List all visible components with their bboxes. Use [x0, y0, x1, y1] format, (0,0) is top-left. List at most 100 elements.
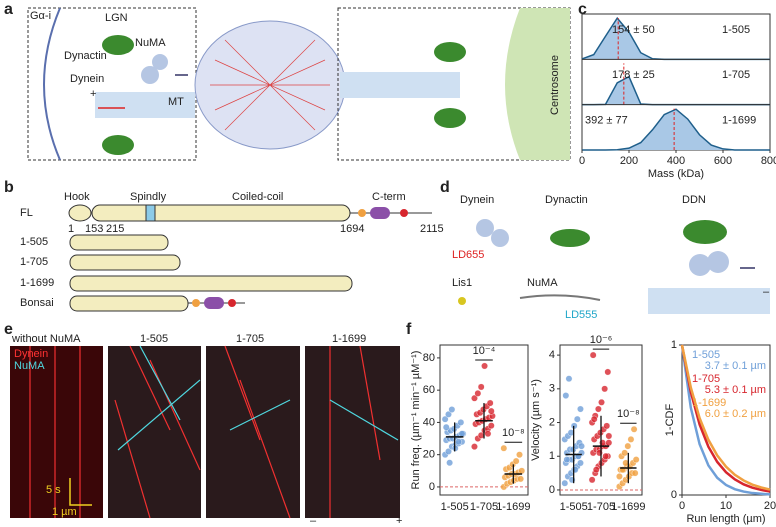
kymo-title: 1-1699 [332, 333, 366, 345]
data-point [573, 415, 581, 423]
data-point [602, 452, 610, 460]
residue: 1 [68, 223, 74, 235]
y-tick-label: 0 [549, 484, 555, 496]
x-tick-label: 200 [620, 155, 638, 167]
dynactin [550, 229, 590, 247]
label: Dynactin [545, 194, 588, 206]
x-tick-label: 600 [714, 155, 732, 167]
label: + [396, 515, 402, 527]
data-point [500, 444, 508, 452]
data-point [594, 405, 602, 413]
microtubule [95, 92, 195, 118]
label: Dynein [70, 73, 104, 85]
y-axis-label: Run freq. (µm⁻¹ min⁻¹ µM⁻¹) [410, 351, 422, 490]
label: – [310, 515, 317, 527]
label: Coiled-coil [232, 191, 283, 203]
label: DDN [682, 194, 706, 206]
dynein [152, 54, 168, 70]
y-tick-label: 0 [671, 489, 677, 501]
label: 1 µm [52, 506, 77, 518]
data-point [598, 398, 605, 406]
data-point [471, 443, 478, 451]
data-point [565, 375, 573, 383]
data-point [577, 459, 584, 467]
data-point [621, 449, 629, 457]
residue: 153 [85, 223, 103, 235]
label: Dynein [460, 194, 494, 206]
data-point [445, 448, 452, 455]
axes-box [439, 344, 529, 496]
label: + [90, 88, 96, 100]
centrosome [505, 8, 570, 160]
y-tick-label: 60 [423, 384, 435, 396]
label: LD655 [452, 249, 484, 261]
residue: 215 [106, 223, 124, 235]
label: FL [20, 207, 33, 219]
microtubule [340, 72, 460, 98]
label: Hook [64, 191, 90, 203]
label: MT [168, 96, 184, 108]
cdf-line [680, 344, 771, 493]
x-tick-label: 1-705 [470, 501, 498, 513]
data-point [562, 392, 570, 399]
kymo-title: 1-705 [236, 333, 264, 345]
data-point [477, 383, 485, 391]
data-point [517, 475, 525, 483]
dynactin [102, 35, 134, 55]
panel-b: b Hook Spindly Coiled-coil C-term FL 1 1… [4, 179, 444, 312]
label: Gα-i [30, 10, 51, 22]
data-point [624, 442, 632, 450]
construct [69, 295, 189, 312]
y-tick-label: 1 [671, 339, 677, 351]
microtubule [648, 288, 770, 314]
residue: 2115 [420, 223, 444, 235]
label: LGN [105, 12, 128, 24]
kymograph [206, 346, 300, 518]
x-tick-label: 10 [720, 500, 732, 512]
data-point [442, 423, 450, 431]
data-point [441, 415, 449, 423]
dynein [689, 254, 711, 276]
panel-label: e [4, 321, 13, 338]
label: 1-1699 [20, 277, 54, 289]
y-tick-label: 1 [549, 450, 555, 462]
x-tick-label: 1-1699 [611, 501, 645, 513]
data-point [457, 419, 465, 426]
data-point [487, 407, 495, 415]
label: NuMA [135, 37, 166, 49]
y-tick-label: 20 [423, 449, 435, 461]
legend-label: 1-1699 [692, 397, 726, 409]
y-tick-label: 80 [423, 352, 435, 364]
data-point [616, 473, 623, 480]
data-point [605, 432, 613, 440]
data-point [561, 479, 569, 487]
panel-a: a Gα-i LGN NuMA Dynactin Dynein + MT Cen… [4, 1, 571, 161]
data-point [599, 439, 606, 447]
data-point [455, 438, 462, 446]
spindly [145, 204, 156, 222]
y-axis-label: Velocity (µm s⁻¹) [530, 379, 542, 461]
data-point [518, 467, 526, 475]
label: Lis1 [452, 277, 472, 289]
data-point [603, 422, 611, 430]
annotation: 392 ± 77 [585, 114, 628, 126]
p-value: 10⁻⁴ [473, 345, 496, 357]
data-point [474, 389, 482, 397]
label: Dynein [14, 348, 48, 360]
spindle [210, 39, 330, 131]
series-label: 1-705 [722, 69, 750, 81]
label: Bonsai [20, 297, 54, 309]
panel-label: a [4, 1, 13, 18]
trajectory [117, 345, 399, 451]
panel-label: b [4, 179, 14, 196]
data-point [458, 430, 466, 438]
histogram-area [582, 76, 770, 105]
p-value: 10⁻⁸ [617, 408, 640, 420]
dynein [707, 251, 729, 273]
motif [400, 209, 408, 217]
x-tick-label: 0 [579, 155, 585, 167]
panel-label: d [440, 179, 450, 196]
motif [192, 299, 200, 307]
y-axis-label: 1-CDF [664, 404, 676, 437]
label: LD555 [565, 309, 597, 321]
